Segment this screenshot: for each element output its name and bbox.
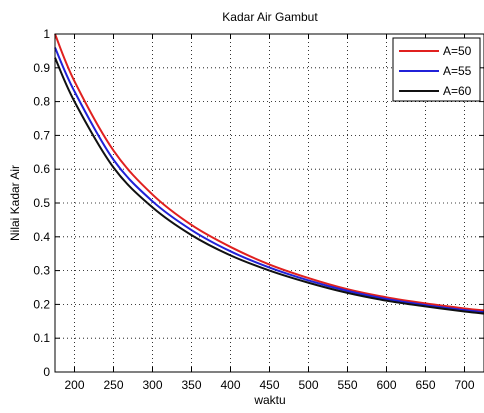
x-tick-label: 200 <box>64 378 84 392</box>
x-tick-label: 600 <box>376 378 396 392</box>
y-axis-label: Nilai Kadar Air <box>8 165 22 241</box>
y-tick-label: 0 <box>43 365 50 379</box>
y-tick-label: 1 <box>43 27 50 41</box>
x-tick-label: 300 <box>142 378 162 392</box>
axis-ticks: 200 250 300 350 400 450 500 550 600 650 700 0 0.1 0.2… <box>33 27 484 392</box>
y-tick-label: 0.1 <box>33 331 50 345</box>
series-line-a50 <box>54 33 484 312</box>
y-tick-label: 0.5 <box>33 196 50 210</box>
y-tick-label: 0.2 <box>33 297 50 311</box>
x-tick-label: 400 <box>220 378 240 392</box>
y-tick-label: 0.3 <box>33 264 50 278</box>
chart-title: Kadar Air Gambut <box>222 10 318 24</box>
series-line-a60 <box>54 57 484 315</box>
x-axis-label: waktu <box>253 393 285 407</box>
y-tick-label: 0.9 <box>33 61 50 75</box>
legend-label-a60: A=60 <box>443 84 472 98</box>
y-tick-label: 0.8 <box>33 95 50 109</box>
legend: A=50 A=55 A=60 <box>392 37 481 102</box>
x-tick-label: 650 <box>415 378 435 392</box>
x-tick-label: 700 <box>454 378 474 392</box>
x-tick-label: 500 <box>298 378 318 392</box>
series-line-a55 <box>54 47 484 314</box>
x-tick-label: 450 <box>259 378 279 392</box>
x-tick-label: 250 <box>103 378 123 392</box>
y-tick-label: 0.7 <box>33 128 50 142</box>
legend-label-a55: A=55 <box>443 64 472 78</box>
legend-label-a50: A=50 <box>443 44 472 58</box>
x-tick-label: 350 <box>181 378 201 392</box>
series-lines <box>54 33 484 315</box>
y-tick-label: 0.6 <box>33 162 50 176</box>
x-tick-label: 550 <box>337 378 357 392</box>
y-tick-label: 0.4 <box>33 230 50 244</box>
